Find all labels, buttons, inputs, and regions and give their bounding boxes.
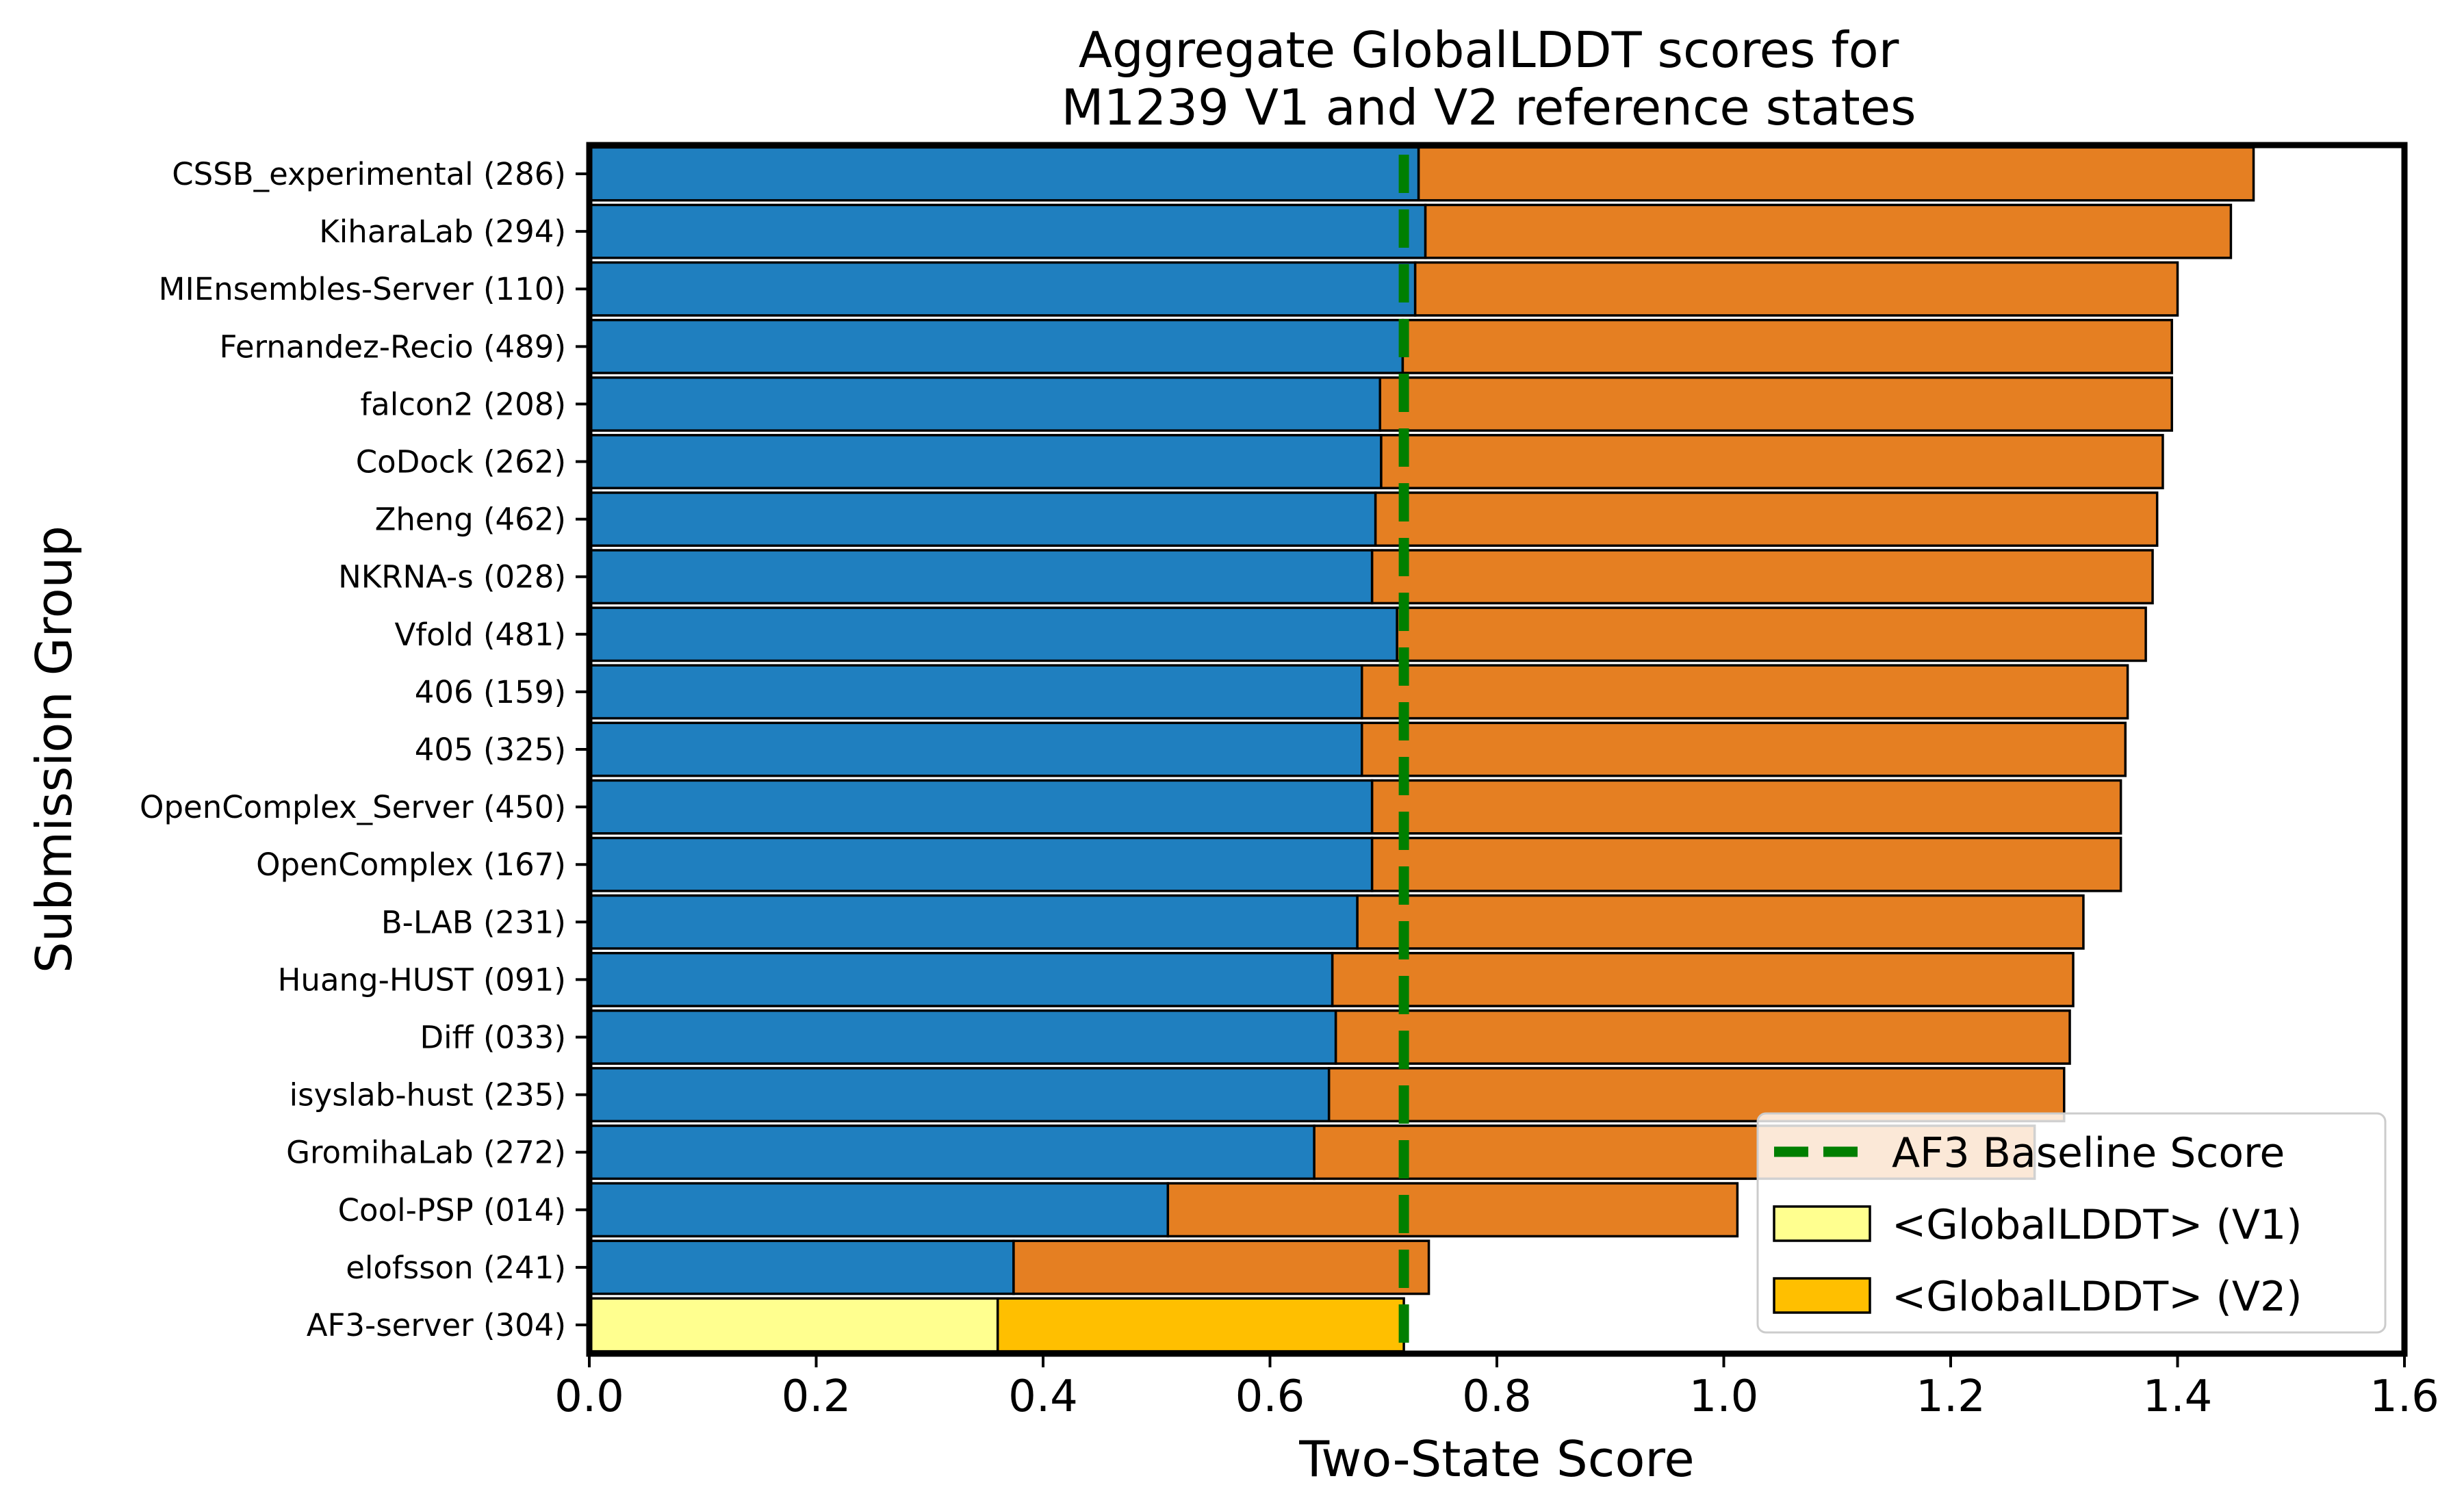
y-axis: CSSB_experimental (286) KiharaLab (294) MI… xyxy=(140,156,589,1343)
x-tick-label: 1.2 xyxy=(1916,1371,1986,1422)
legend-label: <GlobalLDDT> (V1) xyxy=(1892,1201,2302,1249)
bar-v2 xyxy=(1380,434,2164,489)
bar-v1 xyxy=(588,318,1404,374)
bar-v1 xyxy=(588,146,1420,202)
y-tick-label: CoDock (262) xyxy=(356,444,566,480)
y-tick-label: GromihaLab (272) xyxy=(286,1135,566,1171)
y-tick-label: Vfold (481) xyxy=(394,617,566,653)
bar-v2 xyxy=(1370,779,2122,835)
v2-bars-group xyxy=(996,146,2255,1353)
y-tick-label: NKRNA-s (028) xyxy=(338,559,566,595)
bar-v2 xyxy=(996,1297,1405,1353)
x-tick-label: 1.4 xyxy=(2143,1371,2213,1422)
y-tick-label: CSSB_experimental (286) xyxy=(172,156,566,192)
x-tick-label: 0.0 xyxy=(554,1371,624,1422)
bar-v1 xyxy=(588,836,1374,892)
bar-v2 xyxy=(1361,721,2127,777)
bar-v1 xyxy=(588,261,1417,317)
y-tick-label: 405 (325) xyxy=(415,732,566,768)
bar-v2 xyxy=(1417,146,2255,202)
y-tick-label: falcon2 (208) xyxy=(360,386,566,422)
chart-title-line: Aggregate GlobalLDDT scores for xyxy=(1079,21,1899,79)
bar-v1 xyxy=(588,1239,1015,1295)
bar-v2 xyxy=(1396,606,2147,662)
legend-patch-swatch xyxy=(1773,1277,1871,1314)
y-tick-label: Huang-HUST (091) xyxy=(278,962,566,998)
bar-v1 xyxy=(588,1124,1316,1181)
y-tick-label: B-LAB (231) xyxy=(381,904,566,940)
bar-v1 xyxy=(588,951,1334,1007)
bar-v2 xyxy=(1012,1239,1430,1295)
x-tick-label: 1.6 xyxy=(2370,1371,2439,1422)
bar-v1 xyxy=(588,1009,1337,1065)
y-tick-label: OpenComplex_Server (450) xyxy=(140,789,566,825)
bar-v2 xyxy=(1327,1067,2066,1123)
y-tick-label: OpenComplex (167) xyxy=(256,847,566,883)
bar-v2 xyxy=(1361,664,2129,720)
y-axis-label: Submission Group xyxy=(25,526,83,973)
bar-v2 xyxy=(1413,261,2179,317)
bar-v2 xyxy=(1378,376,2173,432)
bar-v1 xyxy=(588,376,1382,432)
bar-v1 xyxy=(588,606,1398,662)
bar-v1 xyxy=(588,894,1359,950)
bar-v1 xyxy=(588,1182,1170,1238)
y-tick-label: KiharaLab (294) xyxy=(319,214,566,250)
x-tick-label: 0.8 xyxy=(1462,1371,1532,1422)
bar-v2 xyxy=(1334,1009,2071,1065)
legend-box xyxy=(1756,1112,2387,1334)
y-tick-label: 406 (159) xyxy=(415,674,566,710)
bar-v2 xyxy=(1401,318,2173,374)
y-tick-label: Fernandez-Recio (489) xyxy=(219,328,566,365)
x-axis-label: Two-State Score xyxy=(1298,1430,1694,1488)
bar-v1 xyxy=(588,491,1377,547)
bar-v2 xyxy=(1356,894,2085,950)
y-tick-label: elofsson (241) xyxy=(346,1250,566,1286)
bar-v1 xyxy=(588,1297,999,1353)
bar-v2 xyxy=(1424,203,2233,259)
bar-v1 xyxy=(588,434,1383,489)
x-tick-label: 0.6 xyxy=(1235,1371,1305,1422)
bar-v1 xyxy=(588,549,1374,605)
legend: AF3 Baseline Score <GlobalLDDT> (V1) <Glob… xyxy=(1756,1112,2387,1334)
bar-v2 xyxy=(1331,951,2075,1007)
bar-v1 xyxy=(588,1067,1331,1123)
x-tick-label: 0.4 xyxy=(1008,1371,1078,1422)
y-tick-label: Diff (033) xyxy=(420,1019,566,1055)
y-tick-label: isyslab-hust (235) xyxy=(290,1077,566,1113)
v1-bars-group xyxy=(588,146,1427,1353)
x-axis: 0.0 0.2 0.4 0.6 0.8 1.0 1.2 1.4 1.6 xyxy=(554,1354,2439,1422)
legend-patch-swatch xyxy=(1773,1205,1871,1242)
bar-v2 xyxy=(1370,549,2154,605)
bar-v1 xyxy=(588,721,1363,777)
y-tick-label: Cool-PSP (014) xyxy=(338,1192,566,1228)
bar-v2 xyxy=(1374,491,2159,547)
bar-v2 xyxy=(1166,1182,1739,1238)
legend-label: AF3 Baseline Score xyxy=(1892,1129,2285,1177)
legend-label: <GlobalLDDT> (V2) xyxy=(1892,1273,2302,1321)
x-tick-label: 1.0 xyxy=(1689,1371,1759,1422)
bar-v1 xyxy=(588,779,1374,835)
bar-v2 xyxy=(1370,836,2122,892)
y-tick-label: MIEnsembles-Server (110) xyxy=(159,271,566,307)
y-tick-label: Zheng (462) xyxy=(375,502,566,538)
chart-title-line: M1239 V1 and V2 reference states xyxy=(1061,79,1916,136)
bar-v1 xyxy=(588,203,1427,259)
y-tick-label: AF3-server (304) xyxy=(307,1307,566,1343)
x-tick-label: 0.2 xyxy=(782,1371,851,1422)
bar-v1 xyxy=(588,664,1363,720)
